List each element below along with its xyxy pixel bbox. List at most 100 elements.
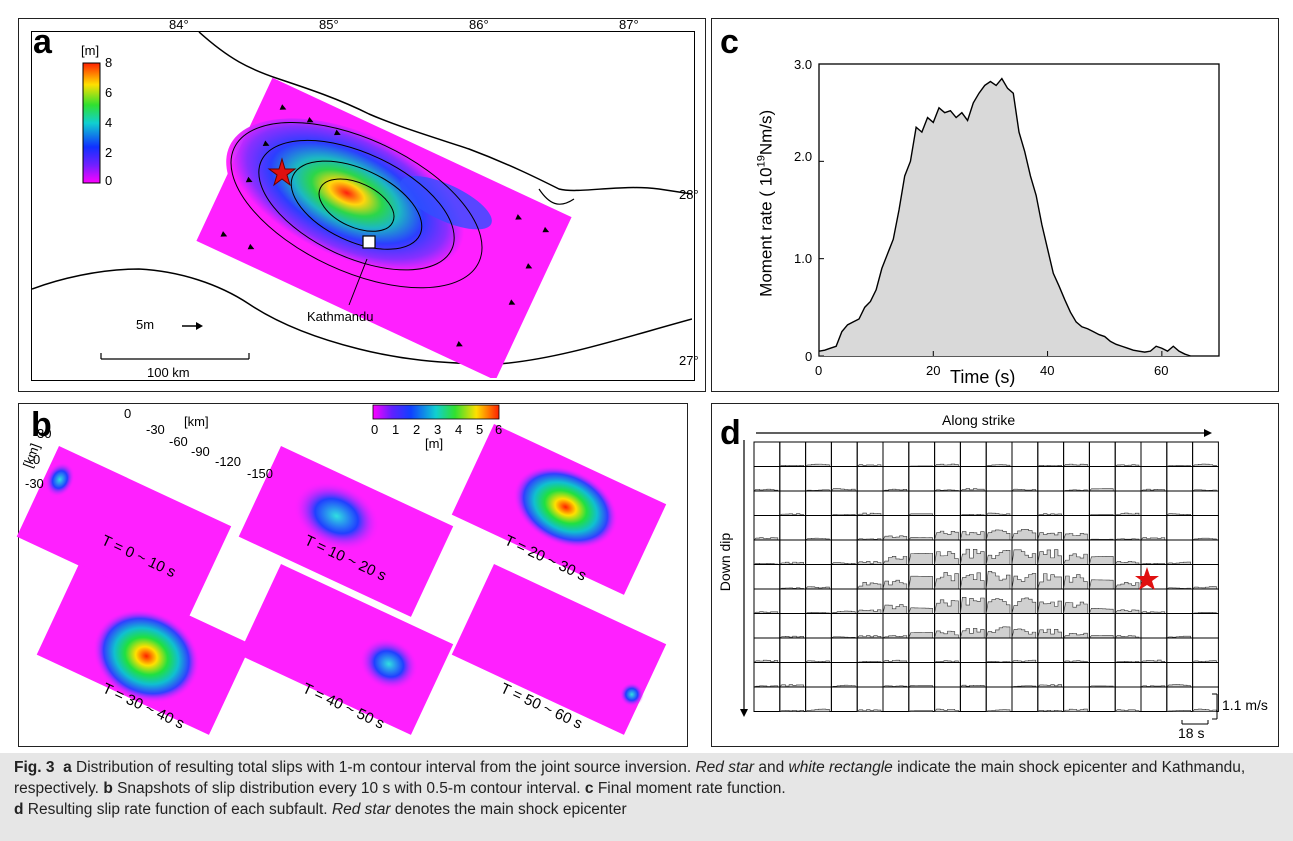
subfault-cell <box>1192 539 1219 565</box>
colorbar-b-tick-2: 2 <box>413 422 421 437</box>
subfault-cell <box>908 441 936 467</box>
slip-rate-function <box>1011 549 1037 565</box>
chart-c-xlabel: Time (s) <box>950 367 1016 387</box>
strike-axis-unit: [km] <box>184 414 209 429</box>
subfault-cell <box>779 662 807 688</box>
subfault-cell <box>1140 637 1168 663</box>
c-ytick-0: 0 <box>805 349 813 364</box>
slip-rate-function <box>1037 600 1062 614</box>
slip-rate-function <box>934 572 959 590</box>
slip-rate-function <box>1062 463 1088 467</box>
subfault-cell <box>1166 515 1194 541</box>
subfault-cell <box>779 441 807 467</box>
lon-tick-85: 85° <box>319 17 339 32</box>
caption-a-red: Red star <box>695 759 755 776</box>
colorbar-b-tick-3: 3 <box>434 422 442 437</box>
slip-rate-function <box>908 710 933 712</box>
subfault-cell <box>882 490 910 516</box>
subfault-cell <box>1192 613 1219 639</box>
subfault-cell <box>882 466 910 492</box>
caption-a-letter: a <box>63 759 72 776</box>
colorbar-b-unit: [m] <box>425 436 444 451</box>
slip-rate-function <box>1063 553 1088 565</box>
c-ytick-1: 1.0 <box>794 251 813 266</box>
subfault-cell <box>1140 613 1168 639</box>
caption-d-red: Red star <box>331 801 391 818</box>
slip-rate-function <box>1166 710 1191 712</box>
moment-rate-line <box>818 77 1191 357</box>
subfault-cell <box>1011 662 1039 688</box>
subfault-cell <box>1063 441 1090 467</box>
subfault-cell <box>1063 686 1090 712</box>
slip-rate-function <box>1114 635 1140 639</box>
subfault-cell <box>1037 662 1065 688</box>
slip-rate-function <box>933 463 959 467</box>
subfault-cell <box>985 686 1013 712</box>
subfault-cell <box>805 588 832 614</box>
slip-rate-function <box>1037 628 1062 639</box>
caption-b-letter: b <box>103 780 113 797</box>
subfault-cell <box>934 466 961 492</box>
c-xtick-60: 60 <box>1154 363 1169 378</box>
slip-rate-function <box>908 607 933 614</box>
slip-rate-function <box>985 571 1011 590</box>
strike-tick-minus30: -30 <box>146 422 165 437</box>
slip-rate-function <box>1063 574 1088 590</box>
subfault-cell <box>985 637 1013 663</box>
slip-rate-function <box>985 529 1011 541</box>
caption-a-text1: Distribution of resulting total slips wi… <box>71 759 696 776</box>
panel-c: c Moment rate ( 1019Nm/s) Time (s) 0 1.0… <box>711 18 1279 392</box>
subfault-cell <box>1114 686 1142 712</box>
lat-tick-28: 28° <box>679 187 699 202</box>
subfault-cell <box>959 662 987 688</box>
subfault-cell <box>856 441 884 467</box>
subfault-cell <box>830 613 858 639</box>
slip-rate-function <box>856 635 882 639</box>
caption-fig-number: Fig. 3 <box>14 759 55 776</box>
subfault-cell <box>779 490 807 516</box>
subfault-cell <box>1166 588 1194 614</box>
subfault-cell <box>1011 686 1039 712</box>
subfault-cell <box>1140 515 1168 541</box>
subfault-cell <box>779 466 807 492</box>
subfault-cell <box>856 490 884 516</box>
subfault-cell <box>1088 515 1116 541</box>
dip-tick-minus30: -30 <box>25 476 44 491</box>
subfault-cell <box>856 637 884 663</box>
slip-rate-function <box>1011 659 1037 663</box>
subfault-cell <box>805 466 832 492</box>
subfault-cell <box>753 539 781 565</box>
slip-rate-function <box>1037 549 1062 565</box>
subfault-cell <box>959 637 987 663</box>
subfault-cell <box>830 441 858 467</box>
subfault-cell <box>1037 637 1065 663</box>
subfault-cell <box>1088 662 1116 688</box>
lon-tick-86: 86° <box>469 17 489 32</box>
colorbar-b-tick-0: 0 <box>371 422 379 437</box>
slip-rate-function <box>830 488 856 492</box>
slip-rate-function <box>1114 512 1140 516</box>
lon-tick-87: 87° <box>619 17 639 32</box>
slip-rate-function <box>1089 579 1114 590</box>
subfault-cell <box>1166 686 1194 712</box>
moment-rate-chart <box>818 63 1220 357</box>
slip-rate-function <box>960 531 985 541</box>
subfault-cell <box>1140 490 1168 516</box>
subfault-cell <box>1166 637 1194 663</box>
slip-rate-function <box>1037 684 1062 688</box>
slip-rate-function <box>1036 710 1062 712</box>
c-ytick-3: 3.0 <box>794 57 813 72</box>
subfault-cell <box>1192 564 1219 590</box>
subfault-cell <box>1166 466 1194 492</box>
subfault-cell <box>1011 637 1039 663</box>
caption-d-letter: d <box>14 801 24 818</box>
slip-rate-function <box>908 632 933 639</box>
slip-rate-function <box>1114 561 1140 565</box>
slip-rate-function <box>856 512 882 516</box>
caption-a-and: and <box>754 759 789 776</box>
subfault-cell <box>1011 466 1039 492</box>
slip-rate-function <box>882 579 908 590</box>
map-a-graphics <box>32 32 692 378</box>
down-dip-label: Down dip <box>717 532 734 592</box>
subfault-cell <box>934 490 961 516</box>
